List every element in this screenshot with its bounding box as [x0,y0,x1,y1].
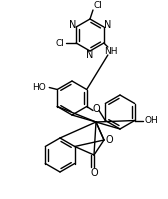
Text: O: O [105,135,113,145]
Text: NH: NH [104,48,118,57]
Text: Cl: Cl [94,2,102,11]
Text: OH: OH [145,116,159,125]
Text: Cl: Cl [56,38,65,48]
Text: O: O [90,168,98,178]
Text: O: O [92,103,100,113]
Text: HO: HO [32,83,46,92]
Text: N: N [86,51,94,60]
Text: N: N [104,20,111,30]
Text: N: N [69,20,76,30]
